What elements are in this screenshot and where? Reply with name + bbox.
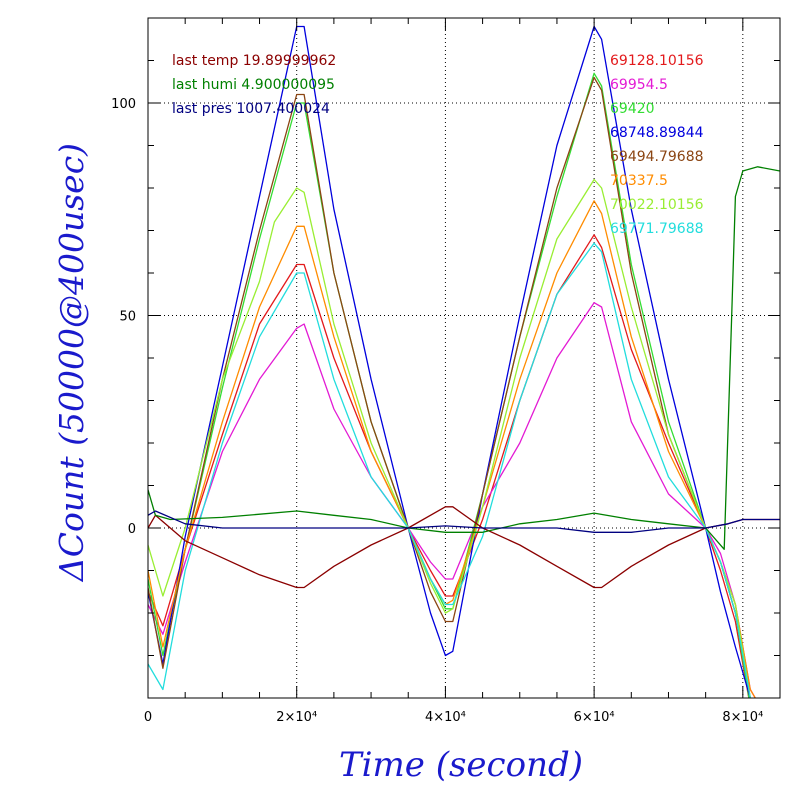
series-lines	[148, 25, 780, 698]
annotation-right: 69420	[610, 101, 655, 117]
y-tick-labels: 0 50 100	[111, 97, 136, 537]
series-line-5	[148, 76, 752, 698]
grid-lines	[148, 18, 780, 698]
annotation-left: last pres 1007.400024	[172, 101, 330, 117]
series-line-9	[148, 506, 780, 589]
y-tick-label: 0	[128, 522, 136, 537]
annotation-right: 68748.89844	[610, 125, 704, 141]
annotation-left: last temp 19.89999962	[172, 53, 336, 69]
annotation-right: 69954.5	[610, 77, 668, 93]
x-tick-labels: 0 2×10⁴ 4×10⁴ 6×10⁴ 8×10⁴	[144, 710, 763, 725]
x-tick-label: 0	[144, 710, 152, 725]
x-tick-label: 8×10⁴	[722, 710, 763, 725]
annotation-right: 69494.79688	[610, 149, 704, 165]
annotation-left: last humi 4.900000095	[172, 77, 335, 93]
x-axis-title: Time (second)	[339, 745, 583, 785]
annotation-right: 69771.79688	[610, 221, 704, 237]
annotation-right: 70337.5	[610, 173, 668, 189]
series-line-10	[148, 166, 780, 550]
axis-ticks	[147, 17, 781, 699]
x-tick-label: 6×10⁴	[574, 710, 615, 725]
series-line-8	[148, 242, 752, 698]
x-tick-label: 2×10⁴	[276, 710, 317, 725]
x-tick-label: 4×10⁴	[425, 710, 466, 725]
annotations-left: last temp 19.89999962 last humi 4.9000000…	[172, 53, 336, 117]
annotation-right: 69128.10156	[610, 53, 704, 69]
annotation-right: 70022.10156	[610, 197, 704, 213]
series-line-1	[148, 234, 750, 698]
y-tick-label: 100	[111, 97, 136, 112]
y-axis-title: ΔCount (50000@400usec)	[52, 143, 91, 583]
series-line-3	[148, 72, 750, 698]
y-tick-label: 50	[119, 310, 136, 325]
annotations-right: 69128.10156 69954.5 69420 68748.89844 69494.…	[610, 53, 704, 237]
series-line-7	[148, 178, 752, 698]
series-line-11	[148, 510, 780, 533]
series-line-2	[148, 302, 757, 698]
